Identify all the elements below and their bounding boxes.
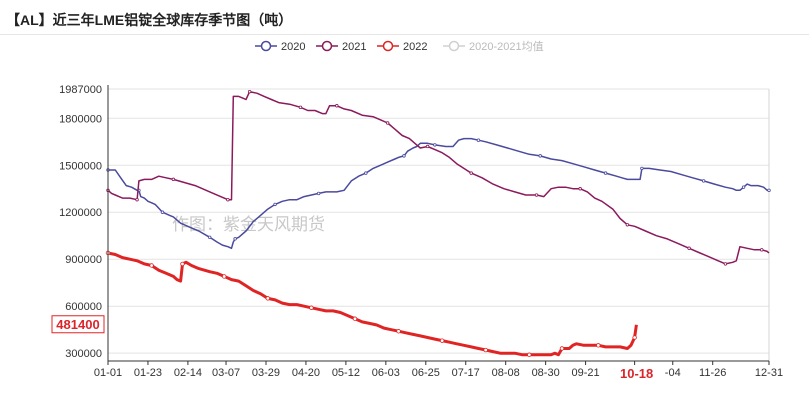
data-point bbox=[309, 305, 314, 310]
y-tick-label: 1200000 bbox=[59, 207, 102, 219]
data-point bbox=[687, 246, 691, 250]
data-point bbox=[425, 144, 430, 149]
x-tick-label: 08-30 bbox=[532, 367, 560, 379]
data-point bbox=[316, 191, 321, 196]
legend-item-2021[interactable]: 2021 bbox=[316, 40, 366, 53]
data-point bbox=[741, 185, 746, 189]
data-point bbox=[640, 166, 644, 171]
data-point bbox=[483, 347, 488, 353]
x-tick-label: 12-31 bbox=[755, 367, 783, 379]
legend-label: 2020 bbox=[281, 41, 305, 53]
legend-label: 2021 bbox=[342, 41, 366, 53]
data-point bbox=[701, 179, 706, 183]
axis-layer: 300000 600000 900000 1200000 1500000 1800000 1… bbox=[59, 84, 783, 379]
data-point bbox=[233, 237, 237, 241]
data-point bbox=[433, 143, 437, 147]
data-point bbox=[180, 261, 185, 267]
data-point bbox=[402, 154, 406, 158]
data-point bbox=[364, 171, 368, 175]
grid-layer bbox=[108, 88, 770, 361]
x-tick-label: 06-03 bbox=[372, 367, 400, 379]
y-tick-label: 600000 bbox=[65, 301, 102, 313]
data-point bbox=[396, 329, 401, 334]
data-point bbox=[298, 105, 303, 110]
legend-item-2022[interactable]: 2022 bbox=[377, 40, 427, 53]
data-point bbox=[135, 198, 139, 202]
data-point bbox=[352, 316, 358, 321]
data-point bbox=[226, 198, 230, 202]
data-point bbox=[538, 154, 542, 158]
data-point bbox=[760, 248, 764, 252]
x-tick-label: 09-21 bbox=[572, 367, 600, 379]
data-point bbox=[265, 296, 271, 301]
data-point bbox=[625, 223, 630, 227]
data-point bbox=[439, 338, 445, 343]
data-point bbox=[527, 352, 532, 357]
y-tick-label: 1800000 bbox=[59, 113, 102, 125]
data-point bbox=[207, 235, 212, 239]
x-tick-label: 05-12 bbox=[332, 367, 360, 379]
data-point bbox=[469, 171, 473, 175]
highlight-layer: 10-18 481400 bbox=[51, 315, 653, 381]
data-point bbox=[578, 187, 582, 191]
x-tick-label: 04-20 bbox=[292, 367, 320, 379]
data-point bbox=[385, 121, 390, 125]
x-tick-label: 03-07 bbox=[212, 367, 240, 379]
data-point bbox=[603, 171, 608, 175]
data-point bbox=[534, 193, 539, 197]
x-tick-label: 06-25 bbox=[412, 367, 440, 379]
y-tick-label: 300000 bbox=[65, 348, 102, 360]
y-highlight-box bbox=[51, 315, 105, 334]
x-tick-label: 01-23 bbox=[134, 367, 162, 379]
data-point bbox=[632, 335, 637, 340]
data-point bbox=[476, 138, 481, 142]
legend-swatch-marker bbox=[321, 40, 333, 52]
legend-label: 2020-2021均值 bbox=[469, 40, 544, 53]
x-tick-label: -04 bbox=[665, 367, 681, 379]
series-line-2021 bbox=[107, 90, 770, 265]
y-tick-label: 1500000 bbox=[59, 160, 102, 172]
x-tick-label: 03-29 bbox=[252, 367, 280, 379]
data-point bbox=[767, 188, 771, 193]
data-point bbox=[559, 346, 565, 351]
data-point bbox=[222, 274, 227, 279]
y-highlight-label: 481400 bbox=[56, 317, 99, 332]
x-tick-label: 01-01 bbox=[94, 367, 122, 379]
x-highlight-label: 10-18 bbox=[620, 366, 653, 381]
chart-title: 【AL】近三年LME铝锭全球库存季节图（吨） bbox=[6, 12, 293, 28]
legend-item-2020-2021均值[interactable]: 2020-2021均值 bbox=[443, 40, 544, 53]
watermark: 作图：紫金天风期货 bbox=[172, 215, 325, 234]
x-tick-label: 07-17 bbox=[452, 367, 480, 379]
y-tick-label: 1987000 bbox=[59, 84, 102, 96]
x-tick-label: 11-26 bbox=[699, 367, 726, 379]
data-point bbox=[171, 177, 176, 182]
legend-swatch-marker bbox=[448, 40, 460, 52]
legend-label: 2022 bbox=[403, 41, 427, 53]
title-divider bbox=[0, 34, 809, 35]
series-layer bbox=[105, 89, 771, 357]
series-line-2022 bbox=[107, 251, 638, 357]
y-tick-label: 900000 bbox=[65, 254, 102, 266]
legend-swatch-marker bbox=[260, 40, 272, 52]
data-point bbox=[247, 89, 252, 94]
legend-item-2020[interactable]: 2020 bbox=[255, 40, 305, 53]
data-point bbox=[723, 262, 728, 266]
x-tick-label: 08-08 bbox=[492, 367, 520, 379]
x-tick-label: 02-14 bbox=[174, 367, 202, 379]
data-point bbox=[596, 343, 601, 348]
data-point bbox=[160, 210, 165, 214]
data-point bbox=[273, 202, 277, 207]
legend[interactable]: 2020 2021 2022 2020-2021均值 bbox=[255, 40, 544, 53]
legend-swatch-marker bbox=[382, 40, 394, 52]
data-point bbox=[335, 104, 339, 108]
data-point bbox=[149, 263, 154, 268]
